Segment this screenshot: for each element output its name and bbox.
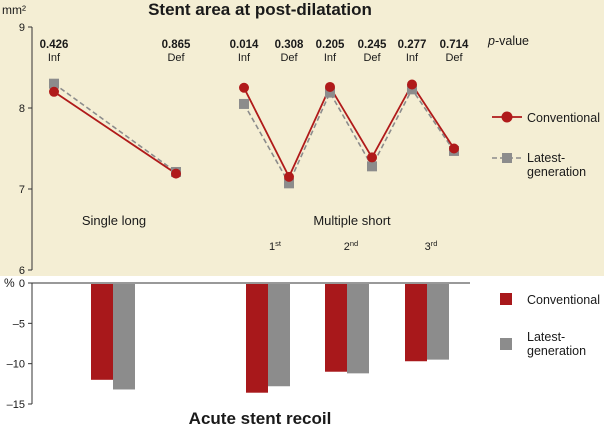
latest-generation-point — [49, 78, 59, 89]
line-series — [49, 78, 459, 189]
p-value-label: 0.865 — [162, 39, 191, 51]
y-tick-label-top: 9 — [19, 22, 25, 34]
conventional-bar — [405, 284, 427, 362]
category-label: Inf — [406, 52, 419, 64]
category-label: Inf — [324, 52, 337, 64]
conventional-point — [171, 168, 181, 179]
p-value-label: 0.714 — [440, 39, 469, 51]
conventional-line — [243, 82, 455, 179]
p-value-label: 0.426 — [40, 39, 69, 51]
legend-top: Conventional Latest-generation — [492, 111, 600, 179]
latest-generation-point — [284, 178, 294, 189]
latest-generation-point — [367, 161, 377, 172]
conventional-line — [53, 91, 177, 175]
legend-conventional-marker — [501, 111, 513, 123]
latest-generation-bar — [268, 284, 290, 387]
y-tick-label-top: 7 — [19, 184, 25, 196]
conventional-point — [407, 79, 417, 90]
category-label: Def — [363, 52, 381, 64]
segment-sublabel: 3rd — [425, 239, 438, 253]
region-label-single-long: Single long — [82, 213, 146, 228]
conventional-point — [325, 81, 335, 92]
y-tick-label-top: 6 — [19, 265, 25, 277]
legend-conventional-label: Conventional — [527, 111, 600, 125]
latest-generation-bar — [113, 284, 135, 390]
p-value-label: 0.245 — [358, 39, 387, 51]
p-value-label: 0.205 — [316, 39, 345, 51]
p-value-header-rest: -value — [495, 34, 529, 48]
region-label-multiple-short: Multiple short — [313, 213, 391, 228]
latest-generation-point — [325, 87, 335, 98]
category-label: Def — [167, 52, 185, 64]
segment-sublabel: 2nd — [344, 239, 358, 253]
legend-latest-generation-marker — [502, 153, 512, 163]
conventional-point — [49, 86, 59, 97]
y-tick-label-bottom: –5 — [13, 318, 25, 330]
p-value-label: 0.308 — [275, 39, 304, 51]
category-label: Inf — [238, 52, 251, 64]
legend-latest-generation-label: generation — [527, 165, 586, 179]
y-tick-label-bottom: –10 — [7, 359, 25, 371]
category-label: Inf — [48, 52, 61, 64]
legend-conventional-label: Conventional — [527, 293, 600, 307]
category-headers: 0.426Inf0.865Def0.014Inf0.308Def0.205Inf… — [40, 39, 469, 64]
category-label: Def — [280, 52, 298, 64]
latest-generation-line — [53, 83, 177, 173]
legend-latest-generation-label: Latest- — [527, 151, 565, 165]
y-tick-label-bottom: 0 — [19, 278, 25, 290]
y-axis-unit-top: mm² — [2, 3, 26, 17]
conventional-bar — [325, 284, 347, 372]
y-tick-label-bottom: –15 — [7, 399, 25, 411]
conventional-point — [367, 152, 377, 163]
bar-series — [91, 284, 449, 393]
latest-generation-bar — [427, 284, 449, 360]
top-panel-background — [0, 0, 604, 276]
segment-sublabel-number: 2 — [344, 241, 350, 253]
latest-generation-bar — [347, 284, 369, 374]
segment-sublabel-number: 3 — [425, 241, 431, 253]
conventional-bar — [91, 284, 113, 380]
legend-latest-generation-label: Latest- — [527, 330, 565, 344]
y-ticks-top: 6 7 8 9 — [19, 22, 32, 277]
y-ticks-bottom: 0 –5 –10 –15 — [7, 278, 32, 411]
legend-conventional-swatch — [500, 293, 512, 305]
legend-latest-generation-swatch — [500, 338, 512, 350]
p-value-header-italic: p — [487, 34, 495, 48]
legend-latest-generation-label: generation — [527, 344, 586, 358]
segment-sublabel-suffix: nd — [350, 239, 358, 248]
segment-sublabel: 1st — [269, 239, 282, 253]
chart-title-top: Stent area at post-dilatation — [148, 0, 372, 19]
p-value-label: 0.277 — [398, 39, 427, 51]
segment-sublabels: 1st 2nd 3rd — [269, 239, 437, 253]
p-value-label: 0.014 — [230, 39, 259, 51]
latest-generation-point — [239, 98, 249, 109]
category-label: Def — [445, 52, 463, 64]
conventional-point — [449, 143, 459, 154]
latest-generation-line — [243, 87, 455, 186]
chart-title-bottom: Acute stent recoil — [189, 409, 332, 428]
conventional-bar — [246, 284, 268, 393]
segment-sublabel-number: 1 — [269, 241, 275, 253]
y-tick-label-top: 8 — [19, 103, 25, 115]
y-axis-unit-bottom: % — [4, 276, 15, 290]
legend-bottom: Conventional Latest-generation — [500, 293, 600, 358]
p-value-header: p-value — [487, 34, 529, 48]
conventional-point — [284, 171, 294, 182]
segment-sublabel-suffix: rd — [431, 239, 438, 248]
segment-sublabel-suffix: st — [275, 239, 282, 248]
conventional-point — [239, 82, 249, 93]
